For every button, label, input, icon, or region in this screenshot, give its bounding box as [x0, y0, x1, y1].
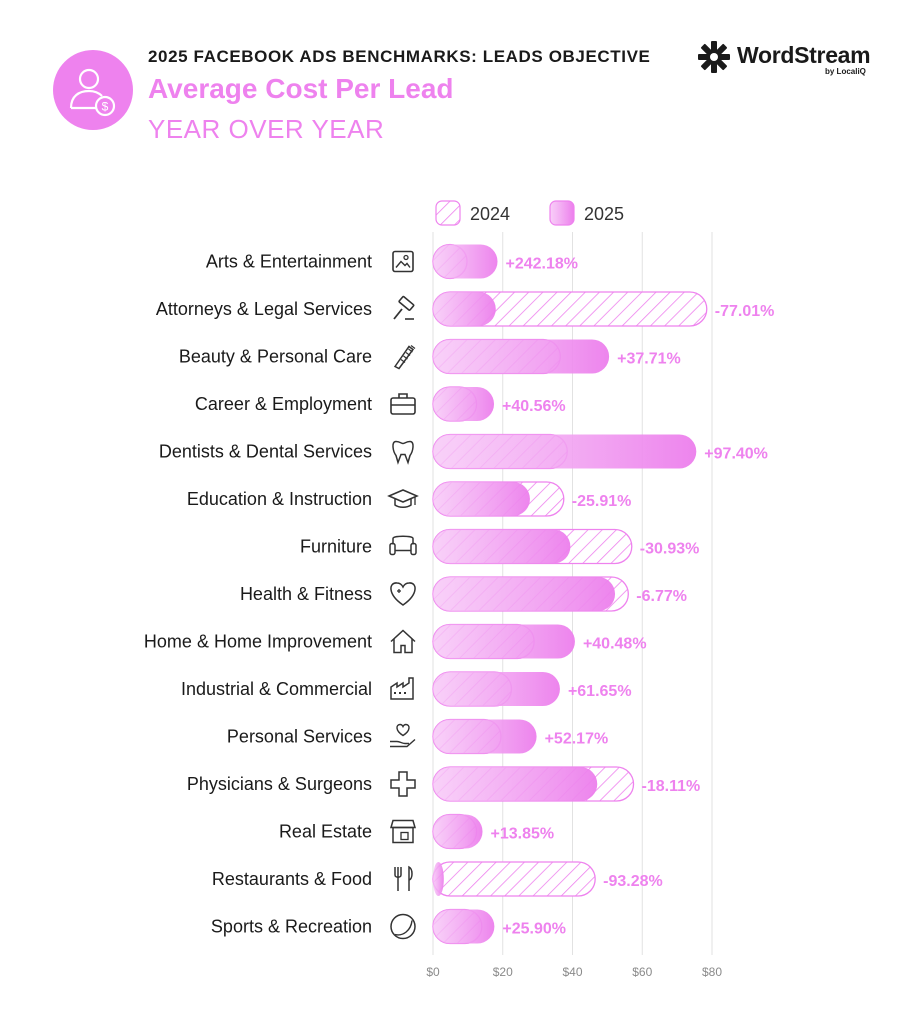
legend-swatch: [549, 200, 575, 226]
chart-row: Health & Fitness -6.77%: [240, 576, 687, 612]
x-tick-label: $40: [562, 965, 582, 979]
legend-item-2025: 2025: [549, 200, 624, 226]
chart-row: Home & Home Improvement +40.48%: [144, 623, 647, 660]
bar-2025: [433, 339, 610, 374]
category-label: Home & Home Improvement: [144, 632, 372, 652]
x-tick-label: $0: [426, 965, 440, 979]
category-label: Industrial & Commercial: [181, 679, 372, 699]
bar-2025: [433, 434, 697, 469]
x-tick-label: $80: [702, 965, 722, 979]
comb-icon: [393, 345, 416, 370]
bar-2025: [433, 814, 483, 849]
gavel-icon: [393, 295, 415, 320]
chart-row: Education & Instruction -25.91%: [187, 481, 632, 517]
category-label: Restaurants & Food: [212, 869, 372, 889]
picture-icon: [392, 250, 414, 273]
armchair-icon: [389, 535, 417, 556]
bar-2025: [433, 909, 495, 944]
bar-2025: [433, 387, 495, 421]
chart-row: Real Estate +13.85%: [279, 813, 555, 850]
chart-row: Industrial & Commercial +61.65%: [181, 671, 632, 707]
house-icon: [390, 629, 416, 654]
change-label: +52.17%: [545, 731, 609, 748]
chart-supertitle: 2025 FACEBOOK ADS BENCHMARKS: LEADS OBJE…: [148, 47, 651, 66]
bar-2025: [433, 529, 571, 564]
wordstream-logo: WordStream by LocaliQ: [697, 40, 887, 80]
chart-row: Dentists & Dental Services +97.40%: [159, 433, 768, 470]
chart-row: Physicians & Surgeons -18.11%: [187, 766, 701, 802]
bar-2025: [433, 244, 498, 279]
chart-row: Furniture -30.93%: [300, 528, 700, 565]
category-label: Sports & Recreation: [211, 917, 372, 937]
bar-2025: [433, 719, 537, 754]
change-label: -77.01%: [715, 303, 775, 320]
bar-2025: [433, 767, 598, 801]
medical-cross-icon: [390, 771, 416, 797]
category-label: Dentists & Dental Services: [159, 442, 372, 462]
bar-2025: [433, 624, 575, 659]
logo-byline: by LocaliQ: [825, 67, 866, 76]
category-label: Education & Instruction: [187, 489, 372, 509]
change-label: -30.93%: [640, 541, 700, 558]
bar-2025: [433, 482, 530, 516]
chart-row: Career & Employment +40.56%: [195, 386, 566, 422]
heart-hand-icon: [390, 723, 416, 748]
bar-2024: [432, 861, 596, 897]
factory-icon: [390, 677, 414, 700]
chart-title: Average Cost Per Lead: [148, 73, 454, 104]
change-label: -93.28%: [603, 873, 663, 890]
category-label: Health & Fitness: [240, 584, 372, 604]
change-label: +242.18%: [506, 256, 579, 273]
legend-label: 2024: [470, 204, 510, 224]
fork-knife-icon: [394, 865, 413, 891]
category-label: Attorneys & Legal Services: [156, 299, 372, 319]
chart-row: Attorneys & Legal Services -77.01%: [156, 291, 775, 327]
legend-swatch: [435, 200, 461, 226]
change-label: +61.65%: [568, 683, 632, 700]
wordstream-star-icon: [698, 41, 730, 73]
change-label: -25.91%: [572, 493, 632, 510]
change-label: +13.85%: [491, 826, 555, 843]
bar-2025: [433, 577, 616, 611]
chart-row: Beauty & Personal Care +37.71%: [179, 338, 681, 375]
change-label: +37.71%: [617, 351, 681, 368]
person-dollar-icon: $: [53, 50, 133, 130]
category-label: Furniture: [300, 537, 372, 557]
chart-row: Restaurants & Food -93.28%: [212, 861, 663, 897]
chart-row: Arts & Entertainment +242.18%: [206, 243, 579, 280]
briefcase-icon: [390, 393, 416, 415]
svg-text:$: $: [102, 100, 109, 114]
storefront-icon: [390, 819, 416, 844]
heart-plus-icon: [390, 582, 416, 606]
graduation-cap-icon: [387, 489, 419, 508]
bar-2025: [433, 672, 560, 706]
change-label: +97.40%: [704, 446, 768, 463]
chart-row: Personal Services +52.17%: [227, 718, 609, 755]
change-label: +25.90%: [502, 921, 566, 938]
category-label: Beauty & Personal Care: [179, 347, 372, 367]
category-label: Physicians & Surgeons: [187, 774, 372, 794]
change-label: +40.56%: [502, 398, 566, 415]
legend-label: 2025: [584, 204, 624, 224]
category-label: Career & Employment: [195, 394, 372, 414]
change-label: -6.77%: [636, 588, 687, 605]
category-label: Real Estate: [279, 822, 372, 842]
legend-item-2024: 2024: [435, 200, 510, 226]
change-label: -18.11%: [642, 778, 701, 795]
x-tick-label: $20: [493, 965, 513, 979]
ball-icon: [390, 913, 416, 940]
bar-2025: [433, 292, 496, 326]
logo-wordmark: WordStream: [737, 42, 871, 68]
category-label: Personal Services: [227, 727, 372, 747]
category-label: Arts & Entertainment: [206, 252, 372, 272]
x-tick-label: $60: [632, 965, 652, 979]
tooth-icon: [392, 440, 414, 465]
change-label: +40.48%: [583, 636, 647, 653]
chart-row: Sports & Recreation +25.90%: [211, 908, 566, 945]
chart-subtitle: YEAR OVER YEAR: [148, 114, 385, 144]
bar-2025: [433, 862, 444, 896]
